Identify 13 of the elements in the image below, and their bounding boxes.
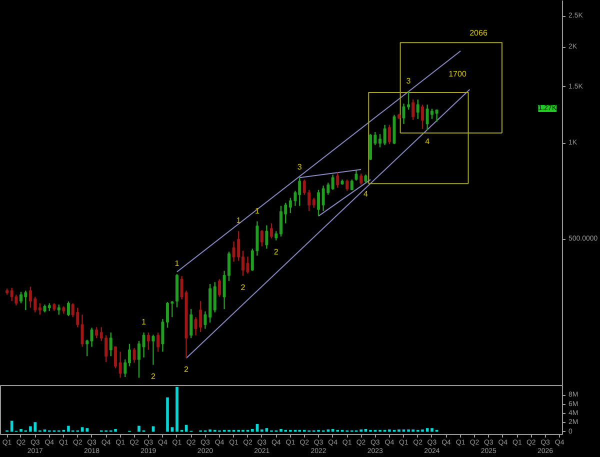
annotation: 3 bbox=[406, 76, 412, 86]
annotation: 2 bbox=[151, 372, 156, 381]
annotation: 1 bbox=[174, 259, 180, 268]
annotation: 4 bbox=[425, 136, 430, 146]
annotation: 1700 bbox=[448, 70, 467, 78]
annotation: 2066 bbox=[470, 28, 488, 38]
annotation: 4 bbox=[363, 190, 368, 199]
annotation: 2 bbox=[274, 247, 279, 256]
annotation: 3 bbox=[297, 162, 302, 172]
annotation: 1 bbox=[142, 318, 147, 327]
annotation: 1 bbox=[236, 216, 242, 226]
annotation: 2 bbox=[184, 365, 190, 374]
annotation: 2 bbox=[240, 282, 246, 292]
